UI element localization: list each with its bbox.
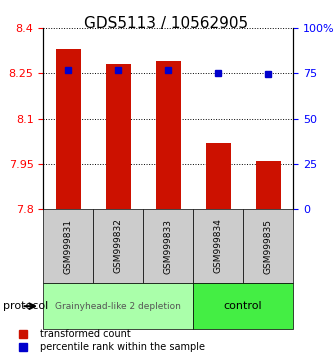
Bar — [156, 62, 180, 209]
Bar — [256, 161, 281, 209]
Text: GSM999835: GSM999835 — [263, 218, 273, 274]
Text: Grainyhead-like 2 depletion: Grainyhead-like 2 depletion — [55, 302, 181, 311]
Bar — [206, 143, 231, 209]
Text: protocol: protocol — [3, 301, 49, 311]
Text: percentile rank within the sample: percentile rank within the sample — [40, 342, 205, 352]
Text: GSM999833: GSM999833 — [164, 218, 173, 274]
Text: GSM999834: GSM999834 — [213, 218, 223, 274]
Text: transformed count: transformed count — [40, 329, 131, 339]
Text: GDS5113 / 10562905: GDS5113 / 10562905 — [85, 16, 248, 31]
Text: control: control — [224, 301, 262, 311]
Bar — [106, 64, 131, 209]
Text: GSM999832: GSM999832 — [114, 218, 123, 274]
Text: GSM999831: GSM999831 — [64, 218, 73, 274]
Bar — [56, 49, 81, 209]
